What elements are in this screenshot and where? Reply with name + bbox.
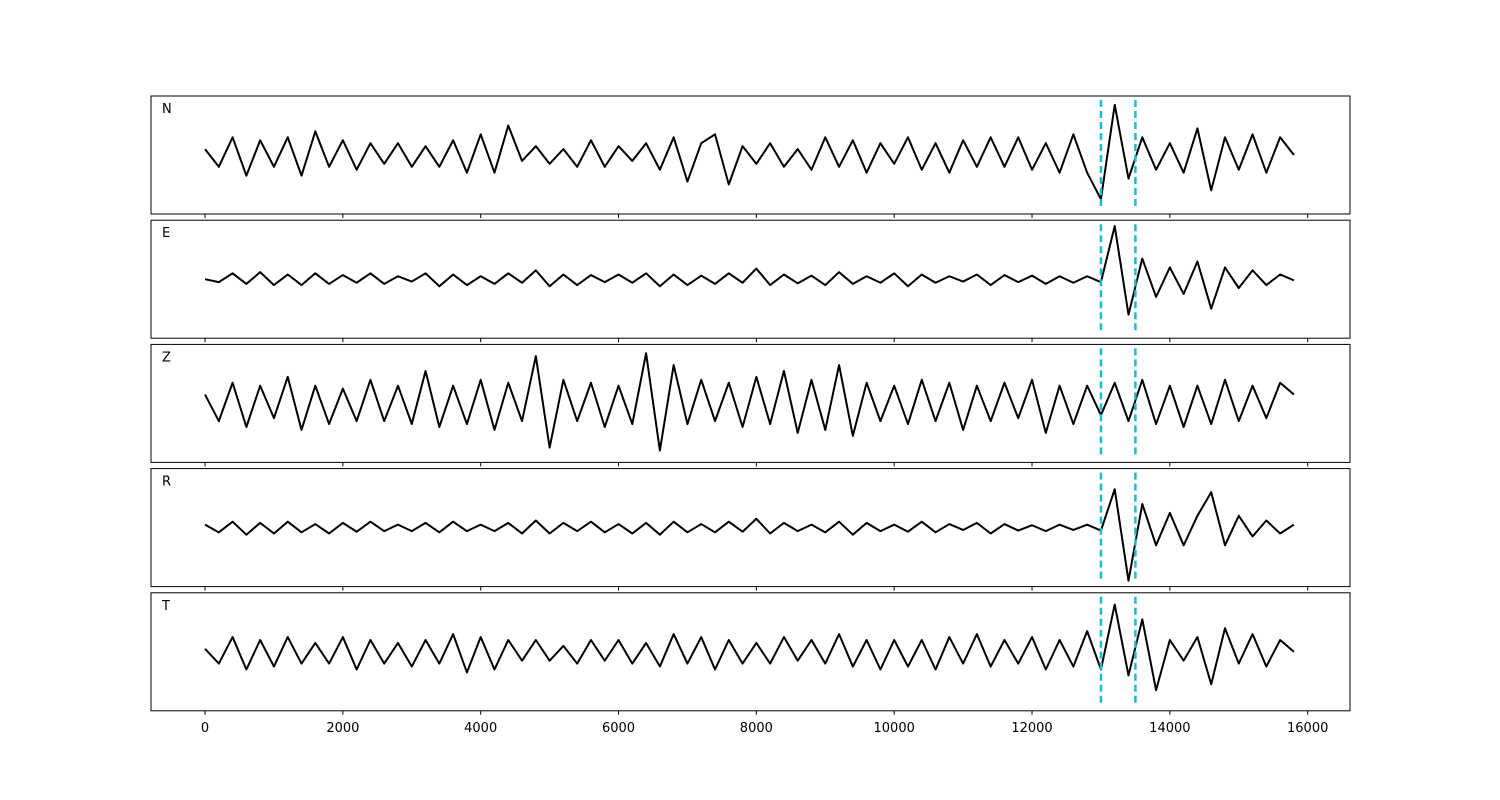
x-tick-label: 8000 <box>740 721 773 736</box>
panel-frame <box>150 219 1351 339</box>
x-tick-label: 2000 <box>326 721 359 736</box>
x-tick-label: 6000 <box>602 721 635 736</box>
trace <box>204 352 1295 452</box>
panel-label: R <box>162 475 171 490</box>
trace <box>204 103 1295 201</box>
trace <box>204 603 1295 692</box>
panel-label: E <box>162 226 170 241</box>
x-tick-label: 12000 <box>1011 721 1052 736</box>
panel-label: N <box>162 102 172 117</box>
panel-label: Z <box>162 350 171 365</box>
trace <box>204 488 1295 582</box>
x-tick-label: 0 <box>201 721 209 736</box>
panel-frame <box>150 343 1351 463</box>
trace <box>204 225 1295 316</box>
panel-frame <box>150 468 1351 588</box>
panel-label: T <box>161 599 170 614</box>
x-tick-label: 4000 <box>464 721 497 736</box>
panel-frame <box>150 95 1351 215</box>
panel-frame <box>150 592 1351 712</box>
x-tick-label: 16000 <box>1287 721 1328 736</box>
x-tick-label: 10000 <box>874 721 915 736</box>
x-tick-label: 14000 <box>1149 721 1190 736</box>
